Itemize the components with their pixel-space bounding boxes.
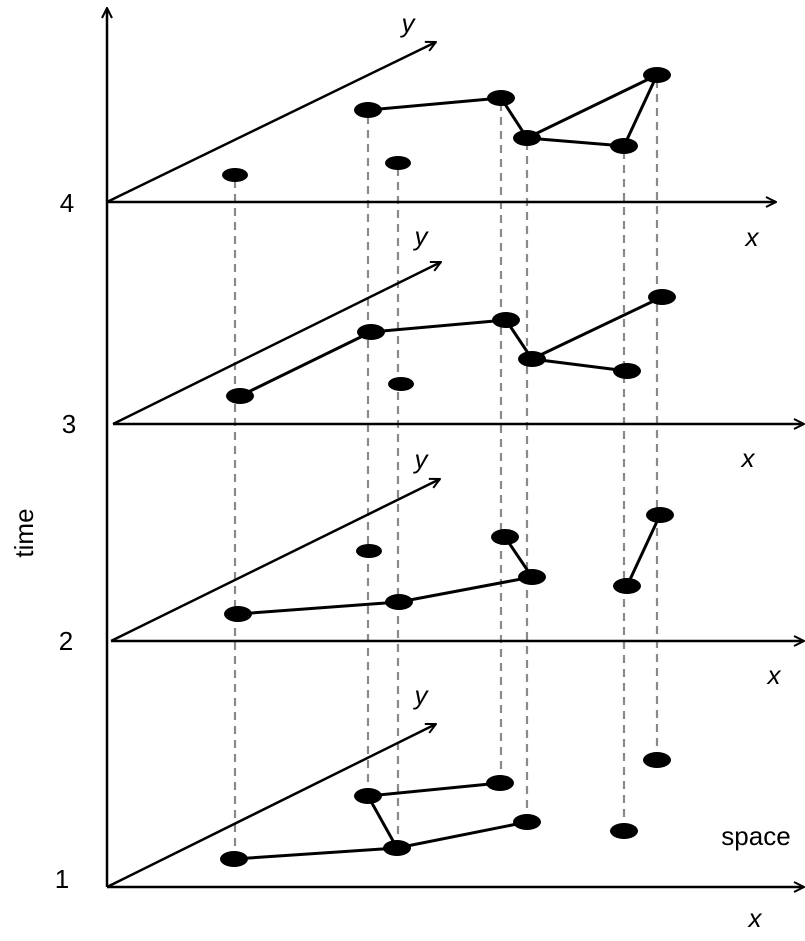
time-step-label: 2 xyxy=(59,626,73,656)
time-step-label: 1 xyxy=(55,864,69,894)
entity-node xyxy=(356,544,382,558)
link xyxy=(531,357,628,373)
y-axis-label: y xyxy=(413,221,430,251)
entity-node xyxy=(613,363,641,379)
entity-node xyxy=(492,312,520,328)
entity-node xyxy=(643,752,671,768)
entity-node xyxy=(513,130,541,146)
entity-node xyxy=(646,507,674,523)
entity-node xyxy=(613,578,641,594)
entity-nodes xyxy=(224,507,674,622)
connection-links xyxy=(367,73,659,148)
plane-4: y x 4 xyxy=(60,8,776,252)
entity-node xyxy=(486,775,514,791)
entity-node xyxy=(610,138,638,154)
y-axis xyxy=(106,40,436,204)
entity-node xyxy=(518,351,546,367)
entity-node xyxy=(354,102,382,118)
entity-nodes xyxy=(220,752,671,867)
x-axis-label: x xyxy=(766,660,782,690)
y-axis-label: y xyxy=(413,680,430,710)
entity-node xyxy=(388,377,414,391)
entity-node xyxy=(491,529,519,545)
entity-node xyxy=(222,168,248,182)
entity-node xyxy=(513,814,541,830)
link xyxy=(526,73,658,140)
time-step-label: 3 xyxy=(62,409,76,439)
link xyxy=(366,795,399,849)
entity-node xyxy=(610,823,638,839)
y-axis xyxy=(112,260,441,426)
entity-node xyxy=(220,851,248,867)
time-step-label: 4 xyxy=(60,188,74,218)
link xyxy=(396,820,528,850)
connection-links xyxy=(239,295,663,398)
plane-1: y x 1 space xyxy=(55,680,804,933)
link xyxy=(622,74,659,147)
entity-node xyxy=(224,606,252,622)
entity-nodes xyxy=(226,289,676,404)
entity-node xyxy=(357,324,385,340)
entity-node xyxy=(354,788,382,804)
link xyxy=(237,600,400,616)
link xyxy=(367,96,502,112)
y-axis-label: y xyxy=(413,444,430,474)
link xyxy=(531,295,663,361)
plane-3: y x 3 xyxy=(62,221,804,473)
link xyxy=(239,330,372,398)
link xyxy=(526,136,625,148)
connection-links xyxy=(237,514,662,616)
plane-2: y x 2 xyxy=(59,444,804,690)
entity-node xyxy=(385,594,413,610)
entity-node xyxy=(648,289,676,305)
link xyxy=(398,575,533,604)
y-axis-label: y xyxy=(400,8,417,38)
entity-node xyxy=(643,67,671,83)
entity-node xyxy=(226,388,254,404)
connection-links xyxy=(233,781,528,861)
entity-nodes xyxy=(222,67,671,182)
entity-node xyxy=(383,840,411,856)
time-axis-label: time xyxy=(9,508,39,557)
space-label: space xyxy=(721,821,790,851)
y-axis xyxy=(110,477,440,643)
dashed-guides xyxy=(233,75,659,860)
y-axis xyxy=(106,722,436,889)
link xyxy=(625,514,662,587)
entity-node xyxy=(385,156,411,170)
link xyxy=(367,781,501,798)
entity-node xyxy=(487,90,515,106)
entity-node xyxy=(518,569,546,585)
link xyxy=(370,318,507,334)
x-axis-label: x xyxy=(740,443,756,473)
x-axis-label: x xyxy=(744,222,760,252)
x-axis-label: x xyxy=(747,903,763,933)
link xyxy=(233,846,398,861)
